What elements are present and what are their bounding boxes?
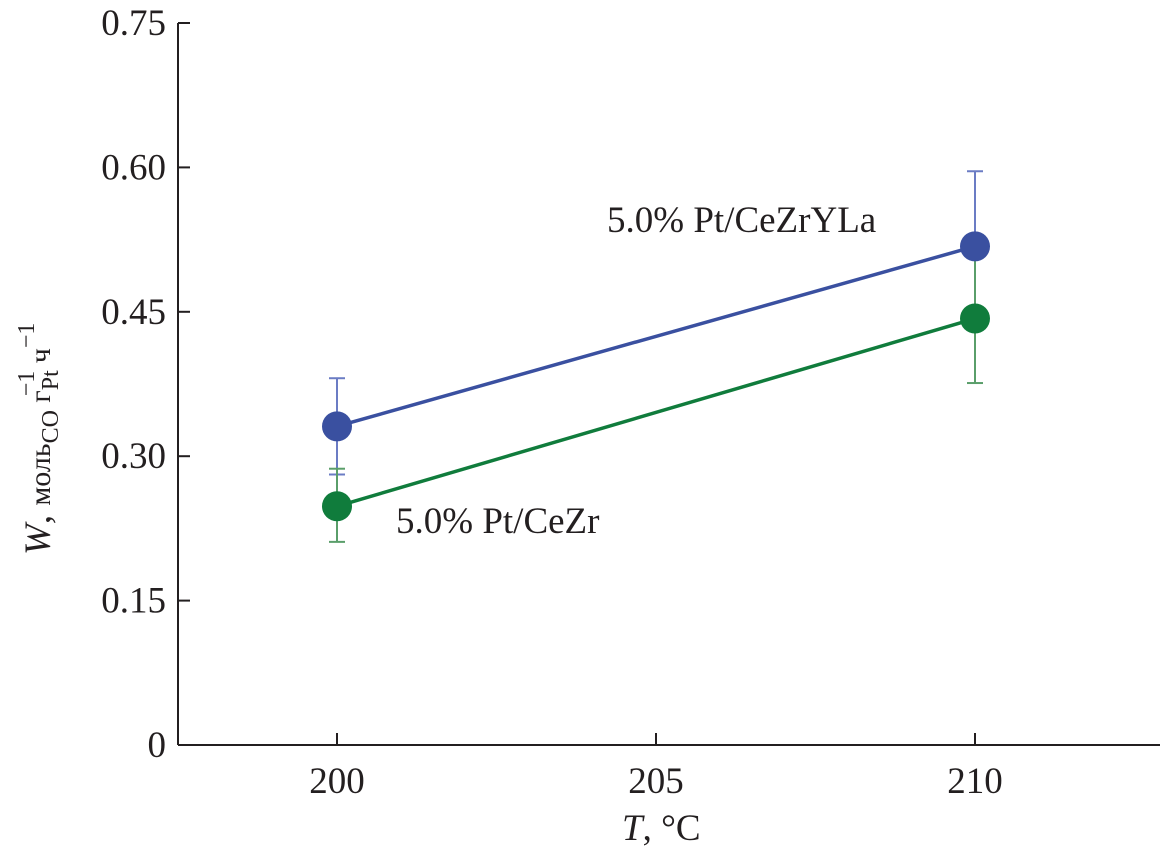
- y-axis-var: W: [18, 521, 59, 555]
- series-label-cezr: 5.0% Pt/CeZr: [396, 501, 599, 542]
- x-tick-label: 210: [947, 761, 1003, 802]
- x-axis-unit: , °C: [643, 808, 701, 849]
- y-axis-label: W, мольCO гPt−1 ч−1: [14, 323, 64, 555]
- y-axis-sep: ,: [18, 506, 59, 525]
- series-1: [329, 254, 983, 543]
- y-tick-label: 0.60: [101, 147, 166, 188]
- data-point: [960, 231, 990, 262]
- series-line: [336, 316, 976, 508]
- y-axis-sup2: −1: [14, 371, 40, 397]
- y-axis-p1: моль: [24, 443, 57, 505]
- x-axis-label: T, °C: [622, 808, 701, 849]
- data-point: [960, 303, 990, 334]
- x-axis-var: T: [622, 808, 645, 849]
- y-tick-label: 0: [148, 725, 167, 766]
- data-point: [322, 491, 352, 522]
- y-axis-sup3: −1: [14, 323, 40, 349]
- y-tick-label: 0.45: [101, 292, 166, 333]
- y-tick-label: 0.30: [101, 436, 166, 477]
- axes: [177, 23, 1160, 746]
- y-tick-label: 0.75: [101, 3, 166, 44]
- x-tick-label: 200: [309, 761, 365, 802]
- x-tick-label: 205: [628, 761, 684, 802]
- y-axis-s1: CO: [38, 410, 64, 443]
- data-point: [322, 411, 352, 442]
- ticks: 0 0.15 0.30 0.45 0.60 0.75 200 205 210: [101, 3, 1003, 802]
- y-axis-p3: ч: [24, 348, 57, 371]
- marks: [322, 170, 990, 543]
- series-line: [336, 244, 976, 429]
- y-tick-label: 0.15: [101, 581, 166, 622]
- series-label-cezryla: 5.0% Pt/CeZrYLa: [607, 200, 876, 241]
- y-axis-p2: г: [24, 390, 57, 410]
- y-axis-s2: Pt: [38, 370, 64, 390]
